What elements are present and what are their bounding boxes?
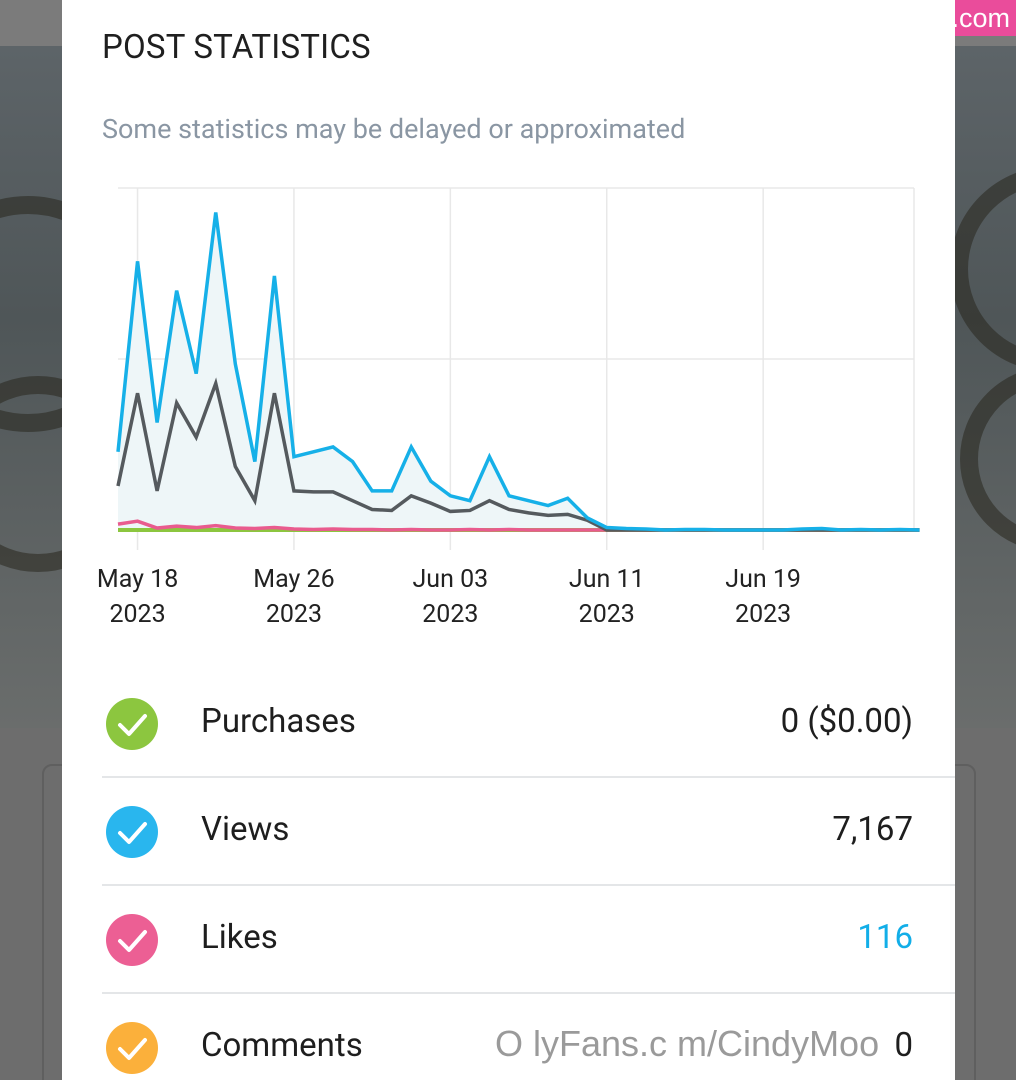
series-line-views — [116, 212, 920, 532]
check-icon — [106, 1022, 158, 1074]
stat-label: Likes — [201, 918, 278, 957]
stat-value: 7,167 — [832, 810, 913, 849]
stat-row-likes[interactable]: Likes 116 — [102, 886, 955, 994]
watermark-text: O lyFans.c m/CindyMoo — [495, 1023, 880, 1064]
views-area-fill — [118, 212, 920, 530]
stat-label: Purchases — [201, 702, 356, 741]
check-icon — [106, 806, 158, 858]
check-icon — [106, 698, 158, 750]
check-icon — [106, 914, 158, 966]
x-tick-label: May 18 2023 — [96, 565, 179, 629]
x-tick-label: Jun 11 2023 — [568, 565, 645, 629]
stat-value: 0 — [894, 1026, 913, 1065]
stat-value: 0 ($0.00) — [780, 702, 913, 741]
post-statistics-modal: POST STATISTICS Some statistics may be d… — [62, 0, 955, 1080]
stat-row-purchases[interactable]: Purchases 0 ($0.00) — [102, 670, 955, 778]
stats-list: Purchases 0 ($0.00) Views 7,167 Likes 11… — [102, 670, 955, 1080]
likes-count-link[interactable]: 116 — [857, 918, 913, 957]
statistics-chart: May 18 2023 May 26 2023 Jun 03 2023 Jun 11 2023… — [97, 180, 938, 640]
modal-subtitle: Some statistics may be delayed or approx… — [102, 113, 686, 145]
stat-label: Views — [201, 810, 290, 849]
x-tick-label: Jun 03 2023 — [412, 565, 489, 629]
x-tick-label: May 26 2023 — [253, 565, 335, 629]
x-tick-label: Jun 19 2023 — [725, 565, 801, 629]
modal-title: POST STATISTICS — [102, 28, 371, 67]
stat-label: Comments — [201, 1026, 363, 1065]
stat-row-views[interactable]: Views 7,167 — [102, 778, 955, 886]
stat-row-comments[interactable]: Comments 0 — [102, 994, 955, 1080]
chart-svg — [116, 187, 920, 550]
